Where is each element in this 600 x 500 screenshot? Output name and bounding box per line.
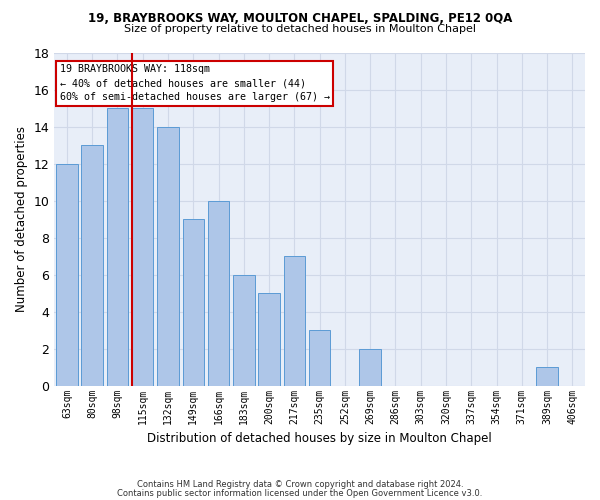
Bar: [82, 145, 103, 386]
Bar: [536, 367, 558, 386]
Bar: [259, 293, 280, 386]
Bar: [182, 219, 204, 386]
Bar: [157, 126, 179, 386]
Text: Contains public sector information licensed under the Open Government Licence v3: Contains public sector information licen…: [118, 488, 482, 498]
Bar: [309, 330, 331, 386]
Bar: [359, 348, 381, 386]
Bar: [284, 256, 305, 386]
Bar: [107, 108, 128, 386]
Text: Size of property relative to detached houses in Moulton Chapel: Size of property relative to detached ho…: [124, 24, 476, 34]
Y-axis label: Number of detached properties: Number of detached properties: [15, 126, 28, 312]
Text: 19, BRAYBROOKS WAY, MOULTON CHAPEL, SPALDING, PE12 0QA: 19, BRAYBROOKS WAY, MOULTON CHAPEL, SPAL…: [88, 12, 512, 26]
Text: Contains HM Land Registry data © Crown copyright and database right 2024.: Contains HM Land Registry data © Crown c…: [137, 480, 463, 489]
Text: 19 BRAYBROOKS WAY: 118sqm
← 40% of detached houses are smaller (44)
60% of semi-: 19 BRAYBROOKS WAY: 118sqm ← 40% of detac…: [59, 64, 329, 102]
X-axis label: Distribution of detached houses by size in Moulton Chapel: Distribution of detached houses by size …: [147, 432, 492, 445]
Bar: [56, 164, 77, 386]
Bar: [233, 274, 254, 386]
Bar: [132, 108, 154, 386]
Bar: [208, 200, 229, 386]
